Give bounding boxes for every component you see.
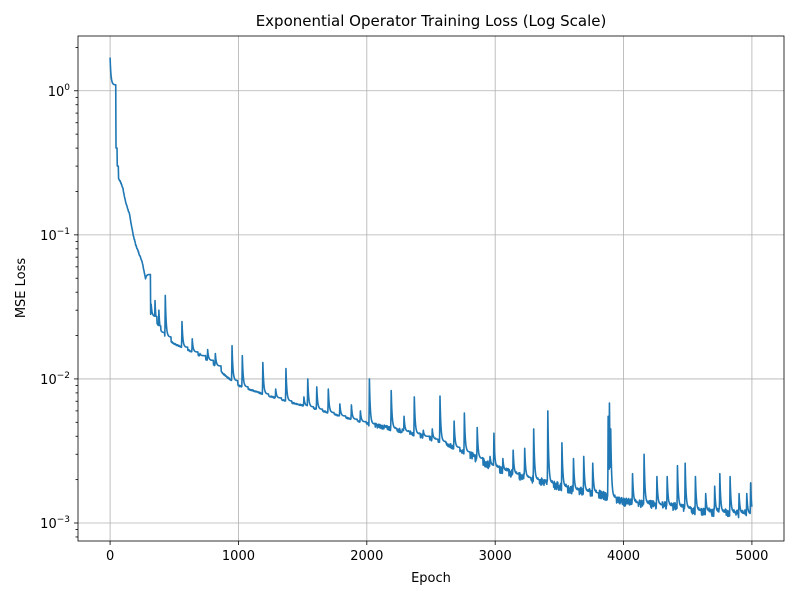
x-tick-label: 3000 bbox=[479, 549, 512, 564]
y-axis-label: MSE Loss bbox=[14, 258, 29, 319]
chart-title: Exponential Operator Training Loss (Log … bbox=[256, 12, 607, 30]
x-tick-label: 5000 bbox=[735, 549, 768, 564]
x-axis-label: Epoch bbox=[411, 571, 451, 586]
x-tick-label: 1000 bbox=[222, 549, 255, 564]
x-tick-label: 4000 bbox=[607, 549, 640, 564]
grid bbox=[78, 36, 784, 541]
x-tick-label: 0 bbox=[106, 549, 114, 564]
x-tick-label: 2000 bbox=[350, 549, 383, 564]
loss-series-line bbox=[109, 57, 753, 519]
axes-frame bbox=[77, 35, 785, 542]
x-axis-ticks: 0 1000 2000 3000 4000 5000 bbox=[106, 541, 768, 564]
